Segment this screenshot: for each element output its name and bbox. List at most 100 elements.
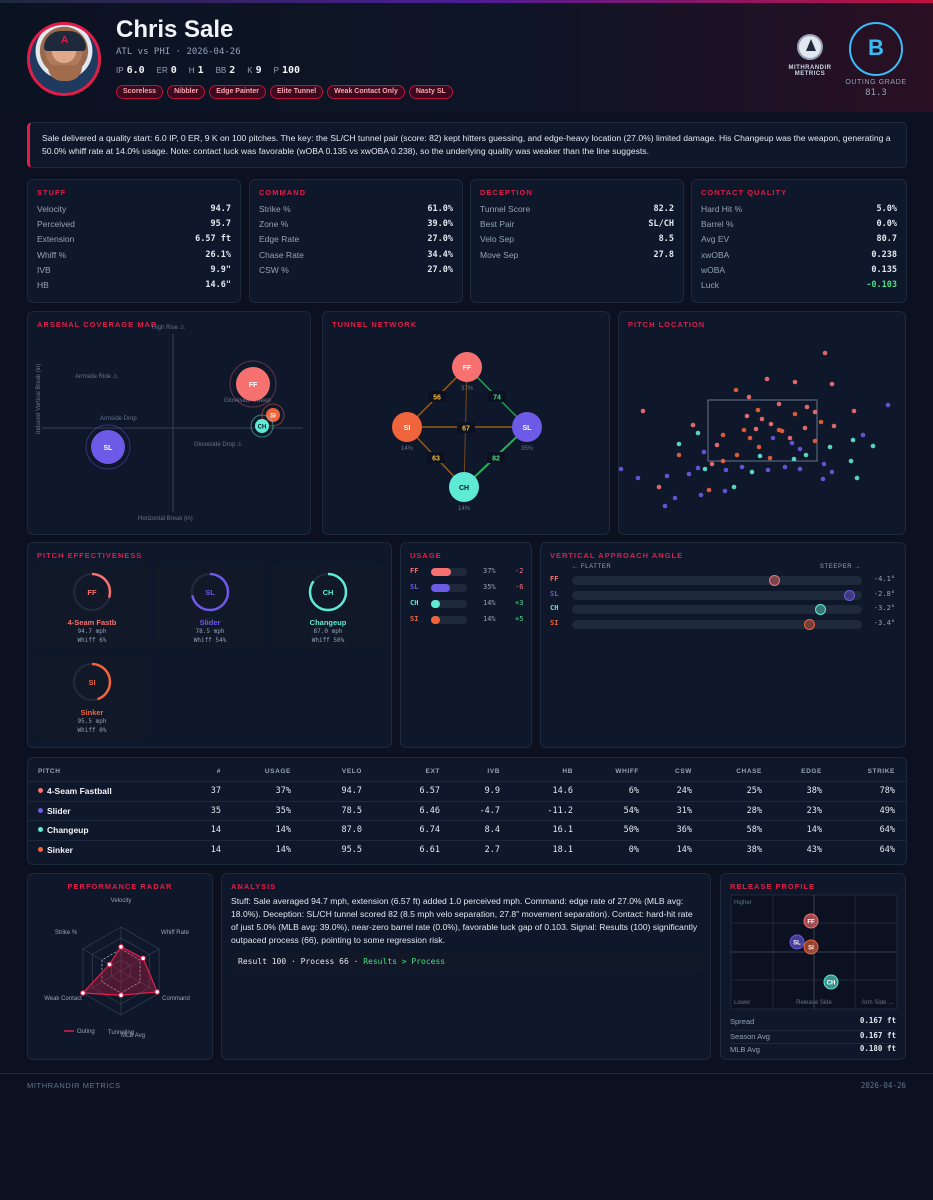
card-row-label: Strike %	[259, 204, 291, 214]
tunnel-node-si-label: SI	[404, 425, 411, 432]
arsenal-ring-ch	[250, 414, 274, 438]
card-row-value: 26.1%	[205, 249, 231, 260]
card-row: Edge Rate 27.0%	[259, 234, 453, 249]
gauge-fill	[72, 662, 112, 702]
vaa-marker	[815, 604, 827, 615]
table-cell: 35%	[275, 805, 291, 816]
card-row-value: 95.7	[210, 219, 231, 230]
table-row	[28, 839, 906, 859]
pitch-dot-si	[747, 435, 753, 441]
pitch-name: 4-Seam Fastb	[67, 618, 117, 627]
release-title: Release Profile	[730, 882, 816, 891]
card-title: Command	[259, 188, 306, 197]
card-row-value: 0.238	[871, 249, 897, 260]
stat-value: 0	[170, 65, 177, 76]
card-row-value: 5.0%	[876, 204, 897, 214]
radar-legend-label: Outing	[77, 1029, 95, 1035]
card-row-label: Whiff %	[37, 249, 67, 260]
card-row: Hard Hit % 5.0%	[701, 204, 897, 219]
card-row: Best Pair SL/CH	[480, 219, 674, 234]
pitch-dot-sl	[672, 495, 678, 501]
quad-armside-drop: Armside Drop	[100, 416, 137, 422]
pitch-dot-ch	[870, 443, 876, 449]
pitch-dot-sl	[686, 471, 692, 477]
vaa-code: CH	[550, 604, 559, 612]
vaa-flatter-label: ← FLATTER	[572, 564, 612, 570]
tunnel-edge-si-sl: 67	[462, 426, 470, 433]
radar-point	[140, 955, 146, 962]
table-header: IVB	[487, 768, 500, 775]
usage-bar-fill	[431, 616, 440, 624]
table-cell: 14%	[275, 844, 291, 855]
vaa-marker	[803, 618, 815, 630]
pitch-dot-ff	[709, 461, 715, 467]
vaa-track	[572, 575, 862, 586]
card-row-label: HB	[37, 280, 49, 290]
table-cell: 16.1	[552, 825, 573, 835]
table-header: VELO	[341, 768, 362, 775]
vaa-value: -4.1°	[873, 575, 895, 583]
pitch-dot-si	[720, 458, 726, 464]
release-armside-label: Arm Side →	[862, 1000, 894, 1006]
card-row-value: 82.2	[653, 204, 674, 214]
header-accent-line	[0, 0, 933, 3]
usage-bar-fill	[431, 600, 440, 608]
table-cell: 54%	[623, 805, 639, 816]
usage-code: SL	[410, 583, 419, 591]
tunnel-edge-ff-sl: 74	[493, 395, 501, 402]
card-row-label: Chase Rate	[259, 249, 304, 260]
table-header: STRIKE	[867, 768, 895, 775]
card-title: Stuff	[37, 188, 67, 197]
arsenal-xlabel: Horizontal Break (in)	[138, 516, 193, 522]
tunnel-node-ch	[449, 472, 479, 502]
card-row: CSW % 27.0%	[259, 265, 453, 280]
table-cell: -4.7	[479, 805, 500, 816]
pitch-dot-ch	[827, 444, 833, 450]
pitch-dot-ff	[744, 413, 750, 419]
whiff-gauge: SL	[190, 572, 230, 612]
release-label-sl: SL	[793, 941, 801, 947]
matchup: ATL vs PHI · 2026-04-26	[116, 47, 241, 57]
pitch-dot-sl	[860, 432, 866, 438]
card-row-label: Velo Sep	[480, 234, 515, 245]
pitch-dot-sl	[797, 466, 803, 472]
pitch-dot-ff	[812, 409, 818, 415]
table-pitch-name: Changeup	[47, 825, 89, 835]
release-row-value: 0.167 ft	[859, 1030, 896, 1040]
radar-point	[118, 992, 124, 998]
usage-pct: 37%	[483, 567, 496, 575]
pitch-dot-ch	[848, 458, 854, 464]
radar-axis-label: Whiff Rate	[161, 930, 190, 936]
badge: Nasty SL	[408, 85, 453, 99]
tunnel-node-sl-pct: 35%	[521, 446, 534, 452]
pitch-dot-ch	[791, 456, 797, 462]
table-cell: 94.7	[341, 786, 362, 796]
usage-bar-track	[431, 616, 467, 624]
arsenal-panel: Arsenal Coverage Map High Rise ⚠ Armside…	[27, 311, 311, 535]
pitch-location-chart	[619, 350, 891, 509]
table-cell: 0%	[628, 844, 639, 855]
card-row-label: Barrel %	[701, 219, 734, 230]
stat-label: K	[247, 66, 253, 75]
release-chart: Higher Lower Release Side Arm Side → FF …	[730, 894, 898, 1010]
release-row-label: MLB Avg	[730, 1045, 760, 1054]
tunnel-node-ff	[452, 352, 482, 382]
stat-value: 1	[197, 65, 204, 76]
pitch-dot-ch	[695, 430, 701, 436]
footer-date: 2026-04-26	[860, 1081, 906, 1090]
release-row-label: Spread	[730, 1017, 755, 1026]
table-cell: 18.1	[552, 844, 573, 855]
tunnel-node-sl	[512, 412, 542, 442]
vaa-value: -3.2°	[873, 604, 895, 612]
table-cell: 78%	[879, 786, 895, 796]
result-process-signal: Results > Process	[363, 957, 446, 966]
pitch-name: Slider	[199, 618, 221, 627]
tunnel-node-si-pct: 14%	[401, 446, 414, 452]
release-panel: Release Profile Higher Lower Release Sid…	[720, 873, 906, 1060]
table-cell: 38%	[746, 844, 762, 855]
usage-bar-track	[431, 568, 467, 576]
stat-line: IP 6.0 ER 0 H 1 BB 2 K 9 P 100	[116, 65, 300, 79]
table-cell: 31%	[676, 805, 692, 816]
radar-axis-label: Weak Contact	[44, 996, 82, 1002]
whiff-gauge: SI	[72, 662, 112, 702]
